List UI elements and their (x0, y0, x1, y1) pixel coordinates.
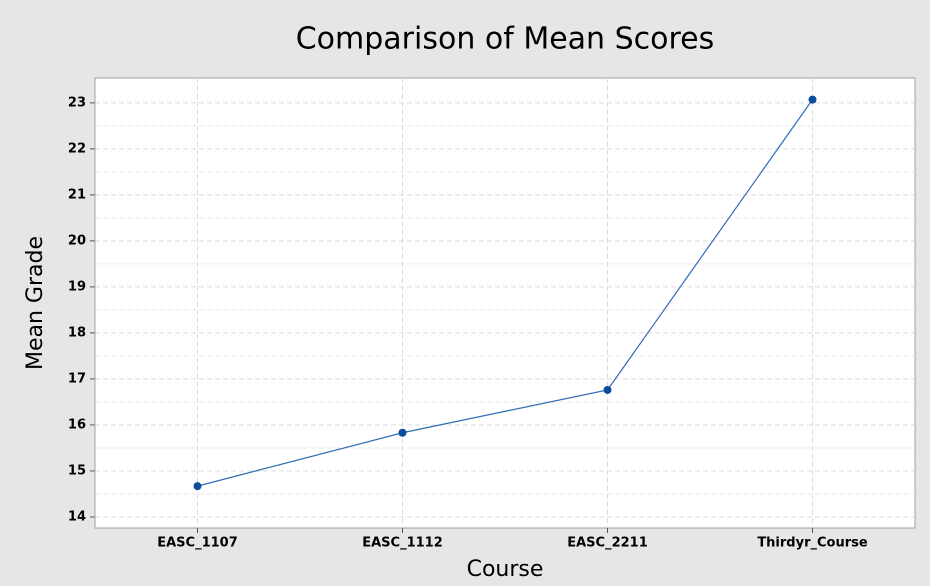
y-tick-label: 18 (68, 325, 86, 340)
y-tick-label: 16 (68, 417, 86, 432)
x-tick-label: Thirdyr_Course (757, 536, 868, 551)
y-tick-label: 21 (68, 187, 86, 202)
y-tick-label: 15 (68, 463, 86, 478)
x-tick-label: EASC_1107 (157, 536, 238, 551)
y-tick-label: 17 (68, 371, 86, 386)
y-tick-label: 23 (68, 95, 86, 110)
line (197, 99, 813, 487)
plot-area (94, 77, 916, 529)
y-tick-label: 14 (68, 509, 86, 524)
x-axis-label: Course (467, 557, 544, 582)
y-tick-label: 20 (68, 233, 86, 248)
marker (603, 385, 612, 394)
marker (808, 95, 817, 104)
marker (398, 428, 407, 437)
x-tick-label: EASC_2211 (567, 536, 648, 551)
y-tick-label: 22 (68, 141, 86, 156)
chart-title: Comparison of Mean Scores (296, 22, 715, 57)
y-axis-label: Mean Grade (23, 236, 48, 370)
x-tick-label: EASC_1112 (362, 536, 443, 551)
marker (193, 482, 202, 491)
y-tick-label: 19 (68, 279, 86, 294)
